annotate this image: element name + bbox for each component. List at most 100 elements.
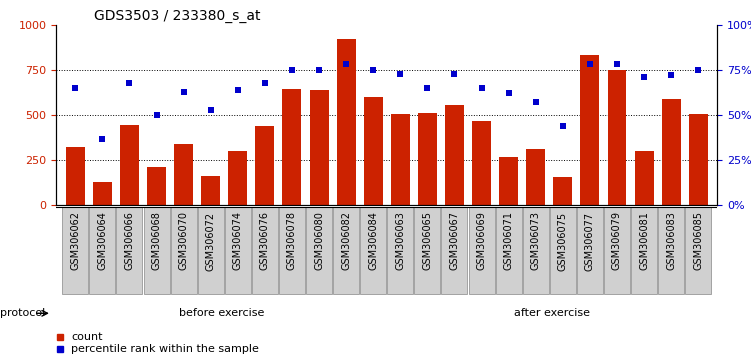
FancyBboxPatch shape — [442, 207, 467, 294]
Point — [448, 71, 460, 76]
Bar — [282, 89, 301, 205]
FancyBboxPatch shape — [306, 207, 332, 294]
Text: GSM306076: GSM306076 — [260, 211, 270, 270]
Text: GSM306085: GSM306085 — [693, 211, 703, 270]
FancyBboxPatch shape — [631, 207, 657, 294]
Point — [69, 85, 81, 91]
Point — [421, 85, 433, 91]
Text: GSM306062: GSM306062 — [71, 211, 80, 270]
Text: GDS3503 / 233380_s_at: GDS3503 / 233380_s_at — [94, 9, 261, 23]
FancyBboxPatch shape — [252, 207, 278, 294]
FancyBboxPatch shape — [658, 207, 684, 294]
FancyBboxPatch shape — [523, 207, 549, 294]
Bar — [309, 90, 328, 205]
Bar — [445, 105, 464, 205]
Point — [286, 67, 298, 73]
FancyBboxPatch shape — [143, 207, 170, 294]
Bar — [608, 70, 626, 205]
Bar — [336, 39, 356, 205]
Bar — [472, 121, 491, 205]
Text: GSM306071: GSM306071 — [504, 211, 514, 270]
Bar — [66, 147, 85, 205]
Text: GSM306068: GSM306068 — [152, 211, 161, 270]
Point — [232, 87, 244, 93]
Bar — [526, 149, 545, 205]
Point — [638, 74, 650, 80]
Text: percentile rank within the sample: percentile rank within the sample — [71, 344, 259, 354]
Text: GSM306083: GSM306083 — [666, 211, 676, 270]
FancyBboxPatch shape — [604, 207, 630, 294]
Bar — [120, 125, 139, 205]
Text: GSM306082: GSM306082 — [341, 211, 351, 270]
Text: GSM306069: GSM306069 — [477, 211, 487, 270]
Point — [340, 62, 352, 67]
Bar — [581, 56, 599, 205]
Text: GSM306065: GSM306065 — [422, 211, 433, 270]
Point — [259, 80, 271, 85]
Text: GSM306073: GSM306073 — [531, 211, 541, 270]
Bar — [689, 114, 707, 205]
Text: GSM306066: GSM306066 — [125, 211, 134, 270]
Text: count: count — [71, 332, 103, 342]
Bar — [499, 156, 518, 205]
FancyBboxPatch shape — [333, 207, 359, 294]
Text: GSM306078: GSM306078 — [287, 211, 297, 270]
Point — [123, 80, 135, 85]
Text: GSM306077: GSM306077 — [585, 211, 595, 270]
Text: after exercise: after exercise — [514, 308, 590, 318]
Point — [502, 91, 514, 96]
Bar — [174, 144, 193, 205]
FancyBboxPatch shape — [116, 207, 143, 294]
Bar — [635, 151, 653, 205]
FancyBboxPatch shape — [496, 207, 522, 294]
Point — [584, 62, 596, 67]
Bar — [662, 99, 680, 205]
Text: GSM306072: GSM306072 — [206, 211, 216, 270]
Point — [692, 67, 704, 73]
Text: GSM306075: GSM306075 — [558, 211, 568, 270]
FancyBboxPatch shape — [225, 207, 251, 294]
FancyBboxPatch shape — [198, 207, 224, 294]
FancyBboxPatch shape — [415, 207, 440, 294]
FancyBboxPatch shape — [360, 207, 386, 294]
Bar — [201, 176, 220, 205]
Point — [394, 71, 406, 76]
Bar — [363, 97, 383, 205]
Text: GSM306074: GSM306074 — [233, 211, 243, 270]
FancyBboxPatch shape — [388, 207, 413, 294]
Bar — [228, 151, 247, 205]
FancyBboxPatch shape — [550, 207, 576, 294]
Text: GSM306063: GSM306063 — [395, 211, 406, 270]
Text: GSM306081: GSM306081 — [639, 211, 649, 270]
FancyBboxPatch shape — [685, 207, 711, 294]
FancyBboxPatch shape — [577, 207, 603, 294]
Text: GSM306067: GSM306067 — [450, 211, 460, 270]
FancyBboxPatch shape — [62, 207, 89, 294]
Point — [665, 73, 677, 78]
FancyBboxPatch shape — [170, 207, 197, 294]
Bar — [391, 114, 410, 205]
Text: GSM306079: GSM306079 — [612, 211, 622, 270]
Text: GSM306064: GSM306064 — [98, 211, 107, 270]
Point — [475, 85, 487, 91]
Point — [313, 67, 325, 73]
FancyBboxPatch shape — [89, 207, 116, 294]
Text: GSM306070: GSM306070 — [179, 211, 189, 270]
FancyBboxPatch shape — [469, 207, 495, 294]
Text: GSM306080: GSM306080 — [314, 211, 324, 270]
Point — [178, 89, 190, 95]
Text: protocol: protocol — [0, 308, 45, 318]
Text: before exercise: before exercise — [179, 308, 264, 318]
Point — [205, 107, 217, 113]
Bar — [255, 126, 274, 205]
Point — [529, 99, 541, 105]
Bar — [553, 177, 572, 205]
Point — [611, 62, 623, 67]
Bar — [418, 113, 437, 205]
FancyBboxPatch shape — [279, 207, 305, 294]
Bar — [147, 167, 166, 205]
Bar — [93, 182, 112, 205]
Point — [150, 112, 162, 118]
Point — [96, 136, 108, 141]
Point — [367, 67, 379, 73]
